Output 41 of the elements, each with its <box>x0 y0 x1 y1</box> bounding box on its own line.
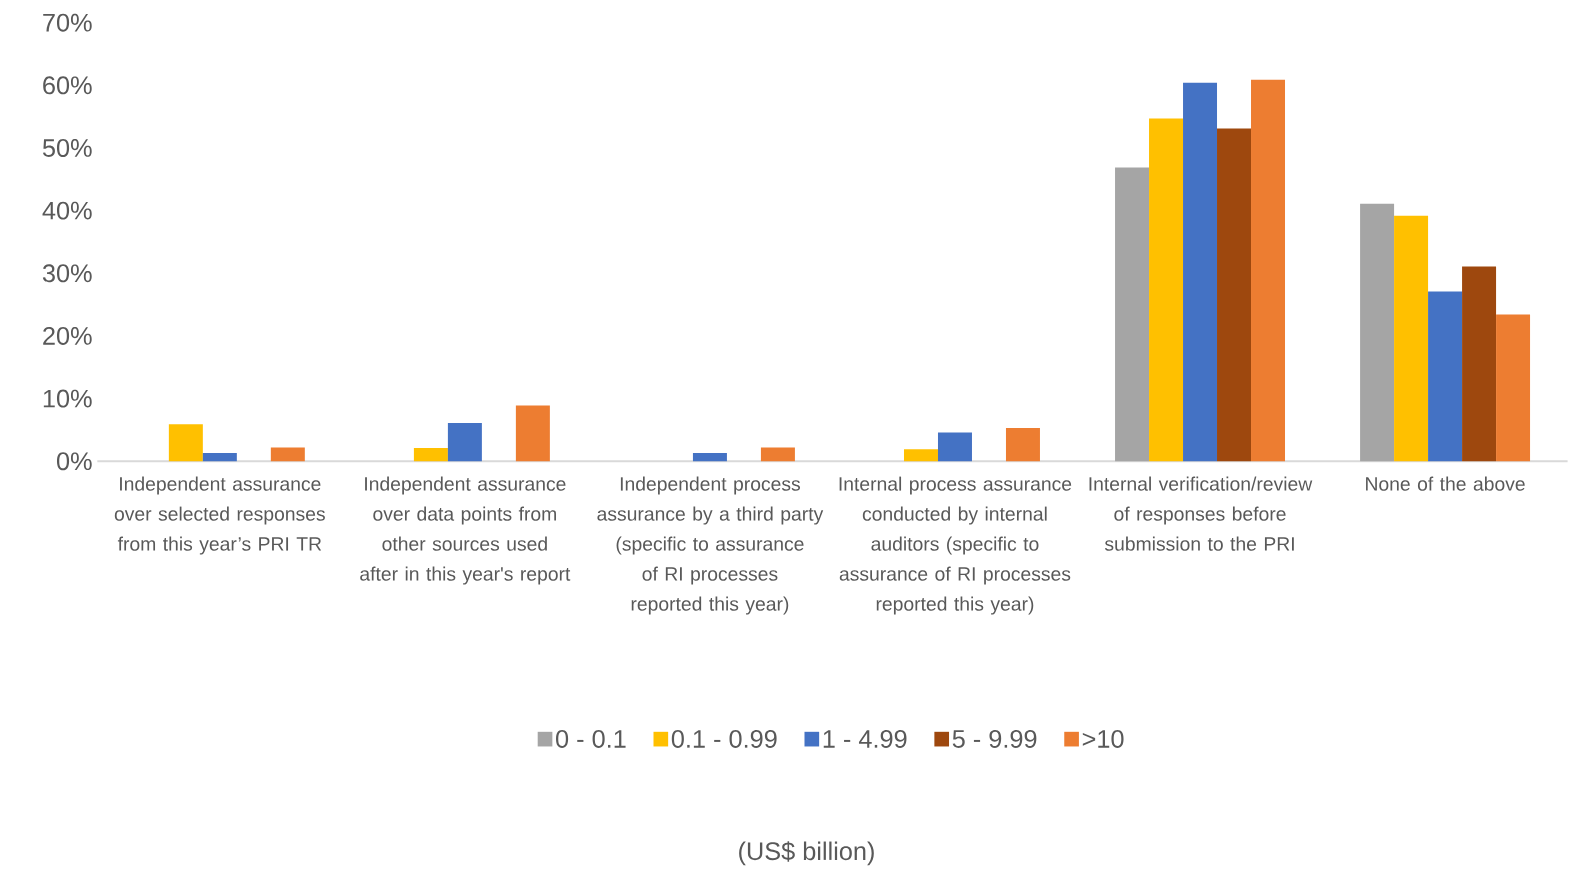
bar <box>1394 215 1429 462</box>
legend-label: >10 <box>1082 730 1124 748</box>
bar <box>270 447 305 462</box>
bar <box>1251 79 1286 462</box>
bar <box>168 424 203 462</box>
y-tick-label: 60% <box>43 76 92 95</box>
legend-label: 1 - 4.99 <box>823 730 907 748</box>
y-tick-label: 50% <box>42 139 92 158</box>
bar <box>1462 266 1497 462</box>
bar <box>447 423 482 462</box>
bar <box>413 448 448 462</box>
bar <box>1496 314 1531 462</box>
x-tick-label: None of the above <box>1366 476 1525 491</box>
y-tick-label: 20% <box>43 327 92 345</box>
x-tick-label: Independent assurance over data points from other sources used after in this year's report <box>360 476 571 585</box>
legend-label: 0 - 0.1 <box>556 730 626 748</box>
bar <box>1005 428 1040 462</box>
bar <box>202 453 237 462</box>
text: (US$ billion) <box>739 841 874 866</box>
y-tick-label: 0% <box>56 452 92 471</box>
bar <box>1217 128 1252 462</box>
bar <box>760 447 795 462</box>
bar <box>1115 167 1150 462</box>
y-tick-label: 10% <box>43 389 92 408</box>
bar <box>1360 203 1395 462</box>
y-tick-label: 30% <box>42 264 92 283</box>
bar <box>1183 82 1218 462</box>
bar <box>937 432 972 462</box>
x-tick-label: Independent assurance over selected responses from this year’s PRI TR <box>114 476 325 555</box>
legend-label: 5 - 9.99 <box>952 730 1037 748</box>
bar <box>515 405 550 462</box>
x-tick-label: Internal process assurance conducted by internal auditors (specific to assurance of RI processes reported this year) <box>839 476 1072 615</box>
bar <box>903 449 938 462</box>
x-tick-label: Independent process assurance by a third party (specific to assurance of RI processes reported this year) <box>597 476 824 615</box>
bar <box>1149 118 1184 462</box>
x-tick-label: Internal verification/review of responses before submission to the PRI <box>1089 476 1313 551</box>
y-tick-label: 40% <box>42 201 92 220</box>
bar <box>692 453 727 462</box>
bar <box>1428 291 1463 462</box>
legend-label: 0.1 - 0.99 <box>671 730 777 748</box>
y-tick-label: 70% <box>43 13 92 32</box>
